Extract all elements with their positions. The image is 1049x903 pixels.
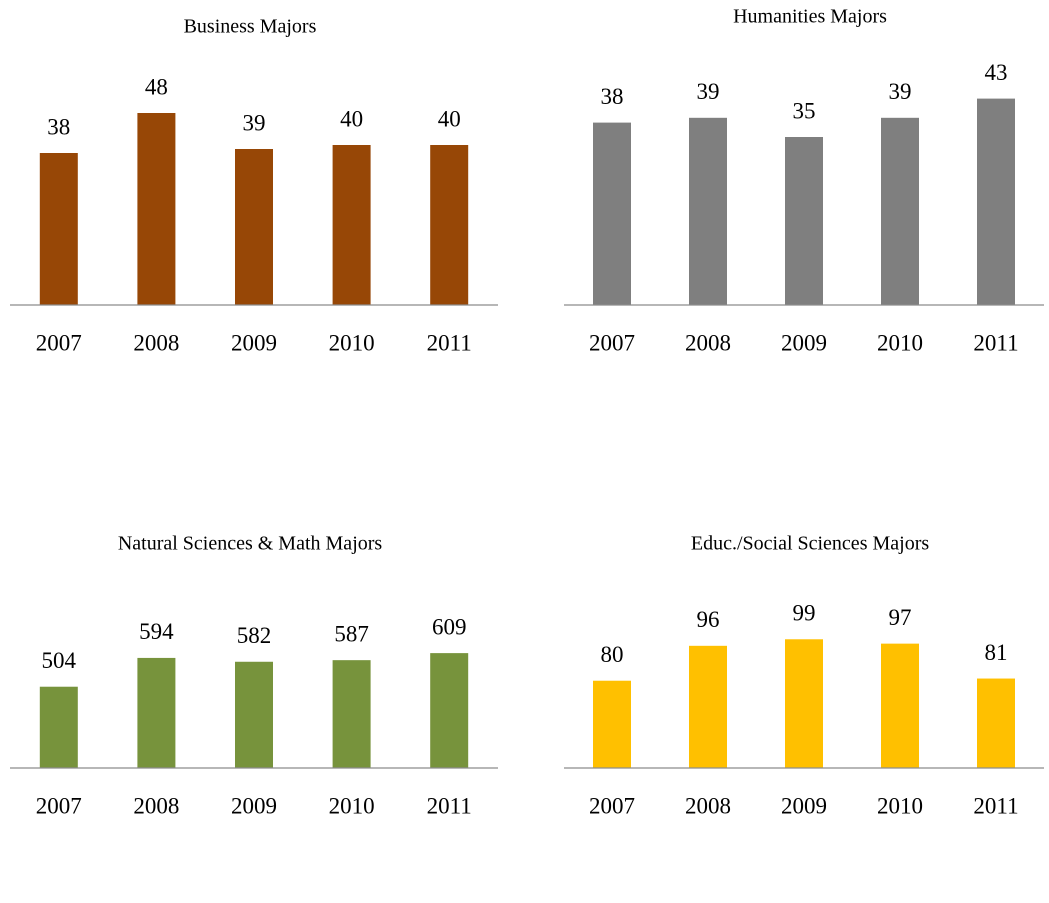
data-label: 35 xyxy=(793,98,816,123)
bar xyxy=(39,686,78,768)
chart-title: Humanities Majors xyxy=(733,6,887,28)
bar xyxy=(332,145,371,305)
bar xyxy=(137,113,176,305)
bar xyxy=(977,678,1015,768)
x-tick-label: 2009 xyxy=(781,330,827,355)
data-label: 39 xyxy=(243,110,266,135)
chart-title: Natural Sciences & Math Majors xyxy=(118,533,383,555)
x-tick-label: 2011 xyxy=(973,330,1018,355)
x-tick-label: 2008 xyxy=(685,330,731,355)
bar xyxy=(881,643,919,768)
x-tick-label: 2010 xyxy=(877,793,923,818)
bar xyxy=(593,122,631,305)
data-label: 81 xyxy=(985,640,1008,665)
chart-title: Educ./Social Sciences Majors xyxy=(691,533,929,555)
data-label: 97 xyxy=(889,605,912,630)
bar xyxy=(137,657,176,768)
data-label: 38 xyxy=(47,114,70,139)
data-label: 594 xyxy=(139,619,174,644)
x-tick-label: 2009 xyxy=(781,793,827,818)
chart-title: Business Majors xyxy=(184,16,317,38)
x-tick-label: 2011 xyxy=(427,330,472,355)
data-label: 40 xyxy=(438,106,461,131)
data-label: 80 xyxy=(601,642,624,667)
x-tick-label: 2010 xyxy=(877,330,923,355)
x-tick-label: 2007 xyxy=(589,330,635,355)
bar xyxy=(235,149,273,305)
bar xyxy=(430,145,469,305)
bar xyxy=(593,680,631,768)
x-tick-label: 2008 xyxy=(133,793,179,818)
x-tick-label: 2009 xyxy=(231,793,277,818)
data-label: 43 xyxy=(985,60,1008,85)
bar xyxy=(785,137,823,305)
data-label: 99 xyxy=(793,601,816,626)
bar xyxy=(430,653,469,768)
data-label: 587 xyxy=(334,621,369,646)
bar xyxy=(235,661,273,768)
x-tick-label: 2011 xyxy=(973,793,1018,818)
bar xyxy=(881,117,919,305)
data-label: 582 xyxy=(237,623,272,648)
x-tick-label: 2007 xyxy=(36,330,82,355)
data-label: 609 xyxy=(432,614,467,639)
x-tick-label: 2008 xyxy=(133,330,179,355)
data-label: 39 xyxy=(697,79,720,104)
data-label: 38 xyxy=(601,84,624,109)
data-label: 40 xyxy=(340,106,363,131)
x-tick-label: 2011 xyxy=(427,793,472,818)
bar xyxy=(977,98,1015,305)
data-label: 48 xyxy=(145,74,168,99)
bar xyxy=(689,645,727,768)
x-tick-label: 2010 xyxy=(329,330,375,355)
x-tick-label: 2009 xyxy=(231,330,277,355)
x-tick-label: 2008 xyxy=(685,793,731,818)
bar xyxy=(332,660,371,768)
data-label: 39 xyxy=(889,79,912,104)
x-tick-label: 2007 xyxy=(36,793,82,818)
bar xyxy=(39,153,78,305)
x-tick-label: 2007 xyxy=(589,793,635,818)
bar xyxy=(689,117,727,305)
data-label: 96 xyxy=(697,607,720,632)
bar xyxy=(785,639,823,768)
x-tick-label: 2010 xyxy=(329,793,375,818)
data-label: 504 xyxy=(42,648,77,673)
